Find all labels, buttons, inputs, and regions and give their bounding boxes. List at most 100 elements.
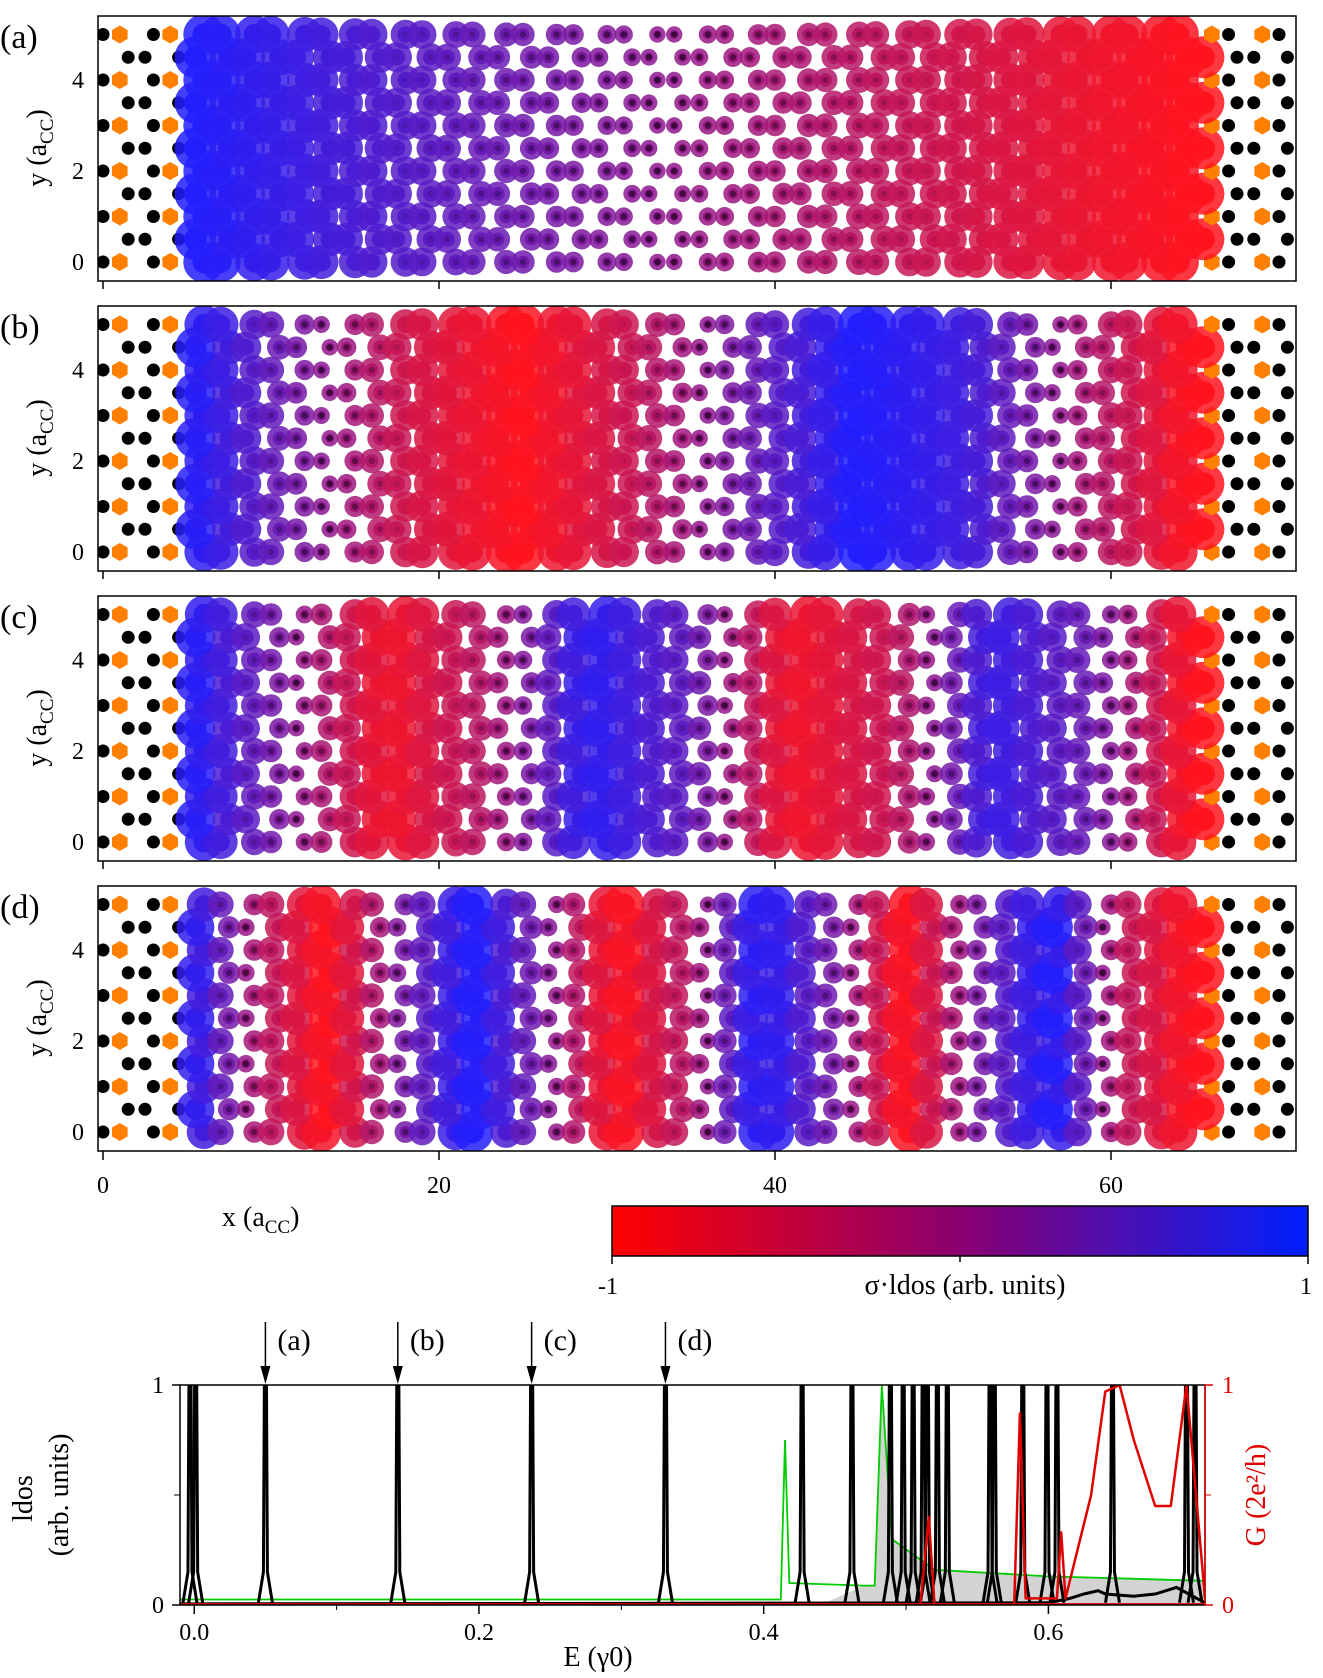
ldos-core	[601, 211, 613, 222]
lead-atom	[1254, 1123, 1270, 1141]
ldos-core	[827, 1012, 840, 1025]
ldos-core	[414, 1124, 430, 1140]
atom	[1200, 481, 1206, 487]
ldos-core	[727, 432, 739, 445]
panel-a-label: (a)	[0, 19, 38, 56]
atom	[1049, 54, 1055, 60]
ldos-core	[414, 163, 431, 179]
ldos-core	[1020, 363, 1034, 377]
ldos-core	[337, 230, 356, 249]
atom	[1222, 744, 1236, 758]
atom	[243, 145, 249, 151]
ldos-core	[675, 629, 691, 645]
ldos-core	[1105, 1080, 1117, 1093]
atom	[201, 1129, 207, 1135]
atom	[595, 390, 601, 396]
ldos-core	[945, 631, 958, 644]
atom	[621, 748, 627, 754]
atom	[1082, 679, 1090, 686]
atom	[872, 122, 879, 129]
atom	[1107, 747, 1115, 755]
lead-atom	[162, 742, 178, 760]
ldos-core	[851, 163, 867, 179]
atom	[973, 77, 979, 83]
ldos-core	[566, 1125, 581, 1139]
atom	[729, 99, 737, 106]
atom	[654, 839, 660, 845]
atom	[318, 1038, 324, 1044]
atom	[981, 1060, 989, 1067]
atom	[855, 1128, 863, 1136]
ldos-core	[524, 1102, 538, 1116]
atom	[923, 1129, 929, 1135]
ldos-core	[876, 811, 893, 828]
atom	[520, 321, 526, 327]
lead-atom	[112, 1077, 128, 1096]
ldos-core	[576, 142, 588, 154]
atom	[1149, 816, 1157, 823]
atom	[923, 321, 929, 327]
atom	[318, 548, 325, 556]
ldos-core	[945, 767, 958, 780]
atom	[545, 236, 552, 243]
ldos-core	[791, 474, 810, 493]
atom	[301, 321, 308, 328]
atom	[393, 526, 401, 533]
ldos-core	[1119, 361, 1136, 379]
lead-atom	[1254, 497, 1270, 516]
ldos-core	[867, 788, 885, 805]
atom	[847, 1060, 854, 1067]
atom	[923, 458, 929, 464]
ldos-core	[1130, 631, 1143, 644]
ldos-core	[727, 51, 739, 63]
ldos-core	[1105, 1126, 1117, 1138]
atom	[343, 191, 349, 197]
ldos-core	[954, 1126, 966, 1138]
atom	[805, 31, 812, 38]
atom	[1272, 835, 1286, 849]
ldos-core	[264, 608, 278, 621]
atom	[1200, 236, 1206, 242]
atom	[704, 1083, 711, 1090]
ldos-core	[1191, 227, 1215, 251]
atom	[1222, 790, 1236, 803]
ldos-core	[593, 188, 604, 200]
ldos-core	[639, 1054, 659, 1074]
atom	[570, 611, 576, 617]
panel-c-ytick-label: 4	[72, 648, 84, 674]
atom	[402, 1128, 409, 1136]
atom	[973, 259, 979, 265]
atom	[121, 630, 135, 644]
atom	[192, 725, 198, 731]
ldos-core	[365, 499, 379, 514]
ldos-core	[916, 1122, 936, 1142]
atom	[654, 1038, 660, 1044]
ldos-core	[465, 652, 480, 668]
atom	[1082, 1060, 1090, 1067]
atom	[1099, 344, 1106, 351]
atom	[847, 725, 853, 731]
ldos-core	[893, 675, 909, 690]
ldos-core	[727, 188, 739, 200]
ldos-core	[624, 430, 641, 447]
ldos-core	[769, 28, 781, 41]
atom	[973, 122, 979, 128]
atom	[772, 748, 778, 754]
atom	[1074, 1128, 1081, 1136]
atom	[1124, 548, 1132, 556]
ldos-core	[184, 1098, 206, 1120]
ldos-core	[640, 810, 658, 828]
atom	[822, 458, 828, 464]
atom	[822, 503, 828, 509]
ldos-core	[967, 253, 986, 271]
atom	[704, 702, 711, 709]
atom	[318, 168, 324, 174]
ldos-core	[1144, 1054, 1162, 1073]
atom	[1150, 390, 1156, 396]
ldos-core	[727, 233, 739, 245]
ldos-core	[994, 521, 1010, 537]
ldos-core	[941, 382, 962, 403]
ldos-core	[992, 93, 1011, 112]
ldos-core	[238, 811, 254, 828]
atom	[545, 634, 552, 641]
